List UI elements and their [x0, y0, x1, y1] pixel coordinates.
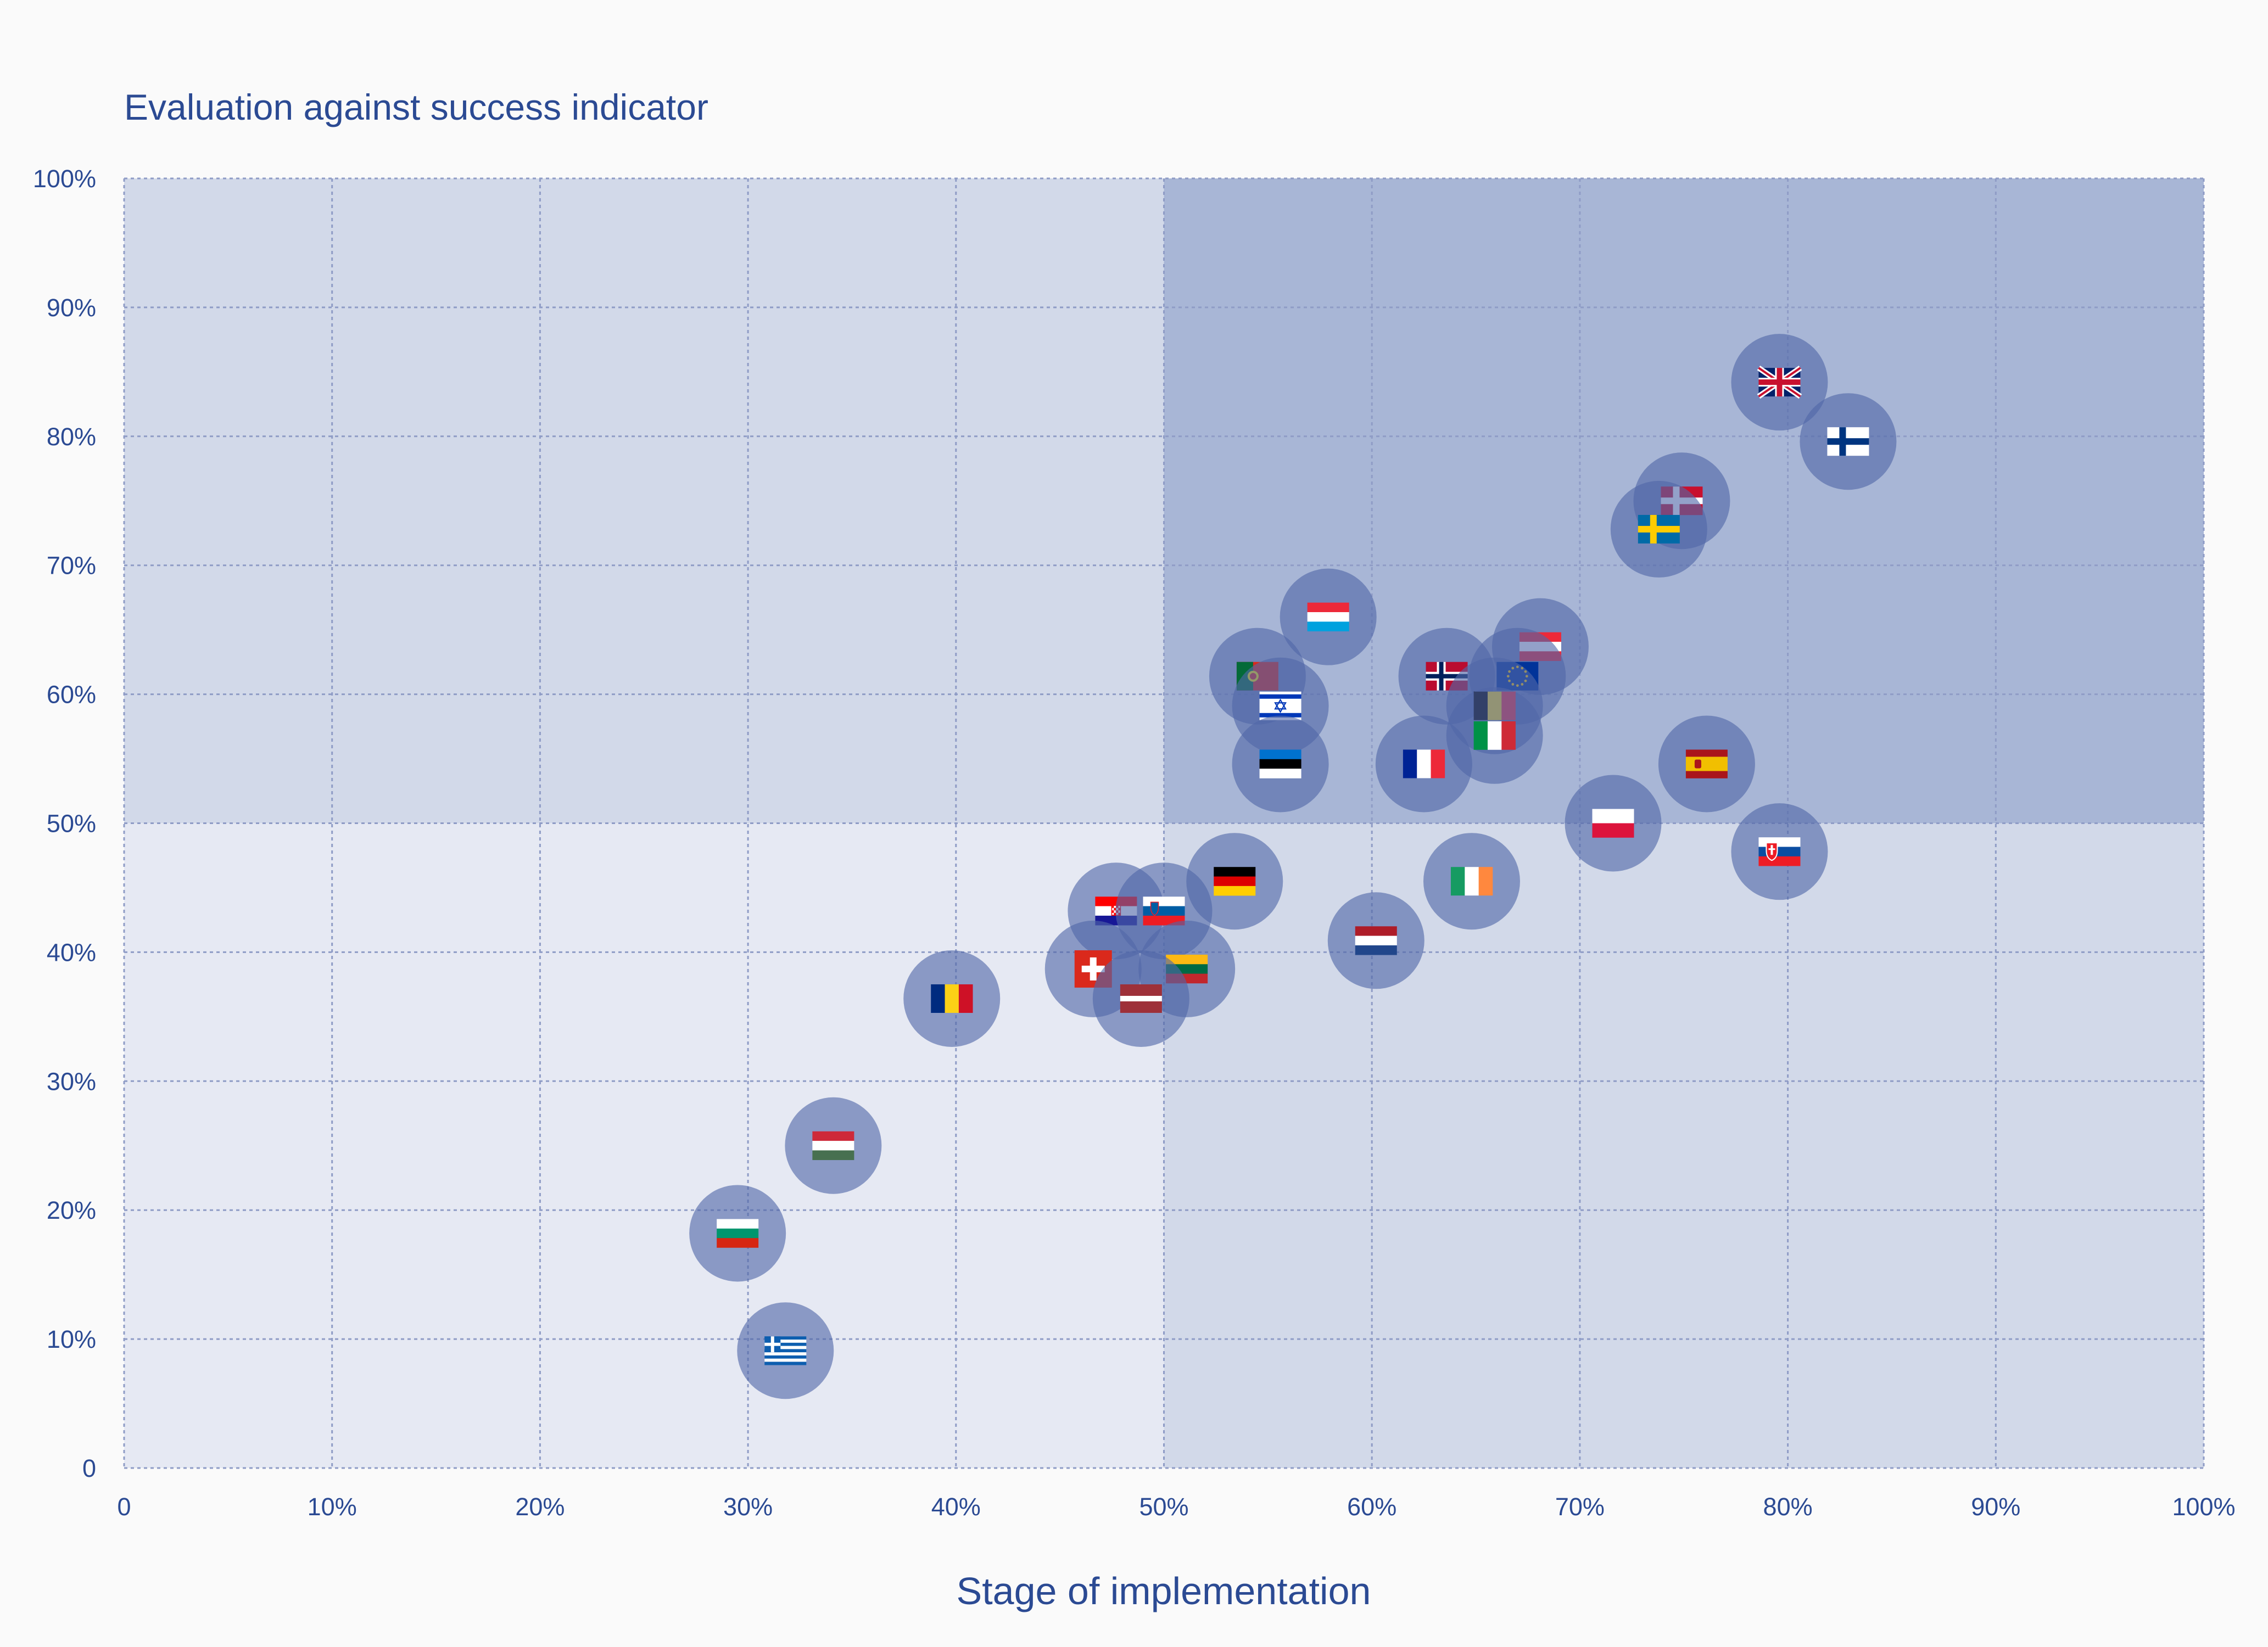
- x-tick-label: 30%: [723, 1493, 773, 1521]
- y-tick-label: 90%: [47, 294, 96, 322]
- x-tick-label: 40%: [931, 1493, 981, 1521]
- bubble-fi[interactable]: [1800, 393, 1897, 490]
- y-tick-label: 50%: [47, 810, 96, 838]
- data-point-lv[interactable]: [1092, 950, 1189, 1047]
- data-point-es[interactable]: [1658, 715, 1755, 813]
- x-axis-title: Stage of implementation: [957, 1570, 1371, 1612]
- data-point-ie[interactable]: [1423, 833, 1520, 930]
- y-tick-label: 10%: [47, 1325, 96, 1353]
- y-tick-label: 80%: [47, 423, 96, 451]
- bubble-hu[interactable]: [785, 1097, 882, 1194]
- data-point-hu[interactable]: [785, 1097, 882, 1194]
- x-tick-label: 20%: [515, 1493, 565, 1521]
- x-tick-label: 0: [117, 1493, 131, 1521]
- x-tick-label: 80%: [1763, 1493, 1813, 1521]
- bubble-ie[interactable]: [1423, 833, 1520, 930]
- bubble-ro[interactable]: [903, 950, 1001, 1047]
- y-tick-label: 60%: [47, 681, 96, 709]
- bubble-fr[interactable]: [1375, 715, 1472, 813]
- bubble-sk[interactable]: [1731, 803, 1828, 900]
- x-tick-label: 70%: [1555, 1493, 1605, 1521]
- bubble-se[interactable]: [1610, 480, 1707, 578]
- data-point-se[interactable]: [1610, 480, 1707, 578]
- x-tick-label: 100%: [2172, 1493, 2235, 1521]
- data-point-fr[interactable]: [1375, 715, 1472, 813]
- data-point-fi[interactable]: [1800, 393, 1897, 490]
- x-axis-ticks: 0 10% 20% 30% 40% 50% 60% 70% 80% 90% 100%: [117, 1493, 2235, 1521]
- bubble-ee[interactable]: [1232, 715, 1329, 813]
- data-point-pl[interactable]: [1565, 775, 1662, 872]
- region-upper-left: [124, 178, 1164, 824]
- bubble-lv[interactable]: [1092, 950, 1189, 1047]
- bubble-gr[interactable]: [737, 1302, 834, 1399]
- data-point-ee[interactable]: [1232, 715, 1329, 813]
- y-tick-label: 20%: [47, 1196, 96, 1224]
- data-point-ro[interactable]: [903, 950, 1001, 1047]
- x-tick-label: 50%: [1139, 1493, 1188, 1521]
- y-tick-label: 100%: [33, 165, 96, 193]
- data-point-sk[interactable]: [1731, 803, 1828, 900]
- background-regions: [124, 178, 2204, 1468]
- data-point-nl[interactable]: [1327, 892, 1425, 989]
- y-tick-label: 40%: [47, 938, 96, 966]
- y-tick-label: 70%: [47, 552, 96, 580]
- x-tick-label: 60%: [1347, 1493, 1396, 1521]
- bubble-es[interactable]: [1658, 715, 1755, 813]
- data-point-bg[interactable]: [689, 1185, 786, 1282]
- chart-title: Evaluation against success indicator: [124, 87, 708, 127]
- bubble-bg[interactable]: [689, 1185, 786, 1282]
- data-point-gr[interactable]: [737, 1302, 834, 1399]
- y-tick-label: 0: [82, 1454, 96, 1482]
- bubble-pl[interactable]: [1565, 775, 1662, 872]
- x-tick-label: 90%: [1971, 1493, 2020, 1521]
- y-tick-label: 30%: [47, 1067, 96, 1095]
- y-axis-ticks: 0 10% 20% 30% 40% 50% 60% 70% 80% 90% 100%: [33, 165, 96, 1482]
- bubble-nl[interactable]: [1327, 892, 1425, 989]
- x-tick-label: 10%: [308, 1493, 357, 1521]
- region-lower-right: [1164, 823, 2204, 1468]
